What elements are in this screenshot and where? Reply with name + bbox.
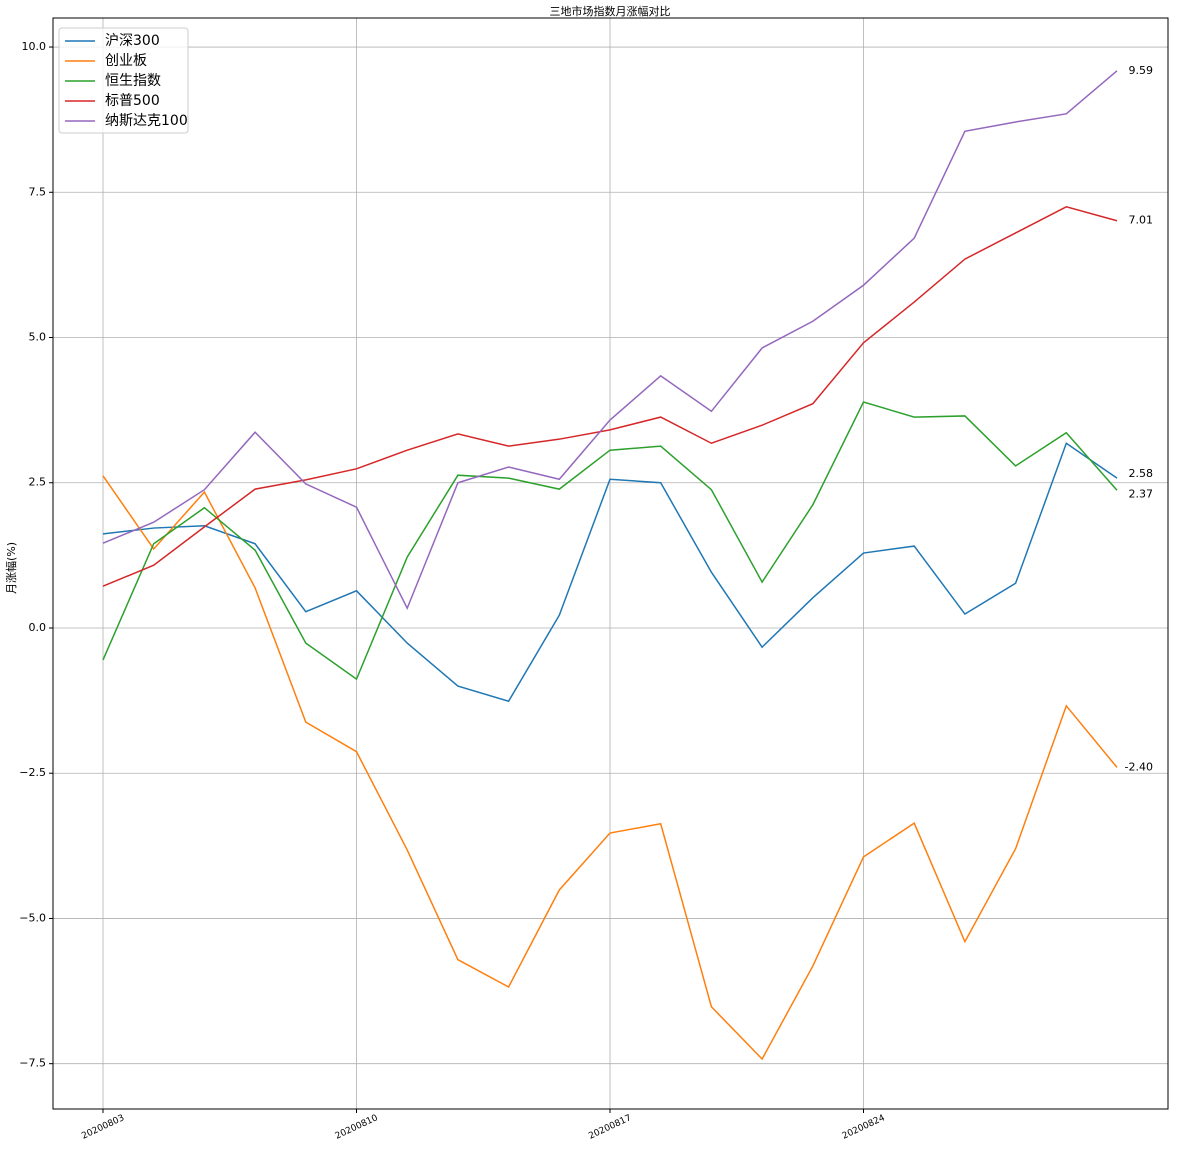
data-label: 7.01 (1129, 214, 1154, 227)
line-series (102, 401, 1118, 681)
x-tick-label: 20200817 (587, 1113, 633, 1141)
chart-title: 三地市场指数月涨幅对比 (550, 4, 671, 18)
y-tick-label: −5.0 (19, 911, 46, 924)
line-series (102, 442, 1118, 703)
y-tick-label: 10.0 (22, 40, 47, 53)
line-series (102, 206, 1118, 587)
legend-label: 创业板 (105, 53, 147, 69)
x-tick-label: 20200803 (80, 1113, 126, 1141)
y-tick-label: 5.0 (29, 331, 47, 344)
y-tick-label: −7.5 (19, 1057, 46, 1070)
data-label: 2.37 (1129, 487, 1154, 500)
plot-frame (52, 17, 1169, 1110)
x-tick-label: 20200810 (334, 1113, 380, 1142)
data-label: -2.40 (1125, 760, 1153, 773)
legend-label: 纳斯达克100 (105, 113, 188, 129)
y-tick-label: −2.5 (19, 766, 46, 779)
y-tick-label: 2.5 (29, 476, 47, 489)
y-tick-label: 7.5 (29, 185, 47, 198)
data-label: 2.58 (1129, 467, 1154, 480)
data-label: 9.59 (1129, 64, 1154, 77)
y-tick-label: 0.0 (29, 621, 47, 634)
line-series (102, 70, 1118, 611)
legend-frame (58, 27, 189, 134)
legend-label: 沪深300 (105, 33, 160, 49)
line-series (102, 475, 1118, 1061)
legend-label: 标普500 (105, 93, 160, 109)
y-axis-label: 月涨幅(%) (5, 542, 18, 594)
x-tick-label: 20200824 (841, 1113, 887, 1142)
legend-label: 恒生指数 (105, 73, 161, 89)
